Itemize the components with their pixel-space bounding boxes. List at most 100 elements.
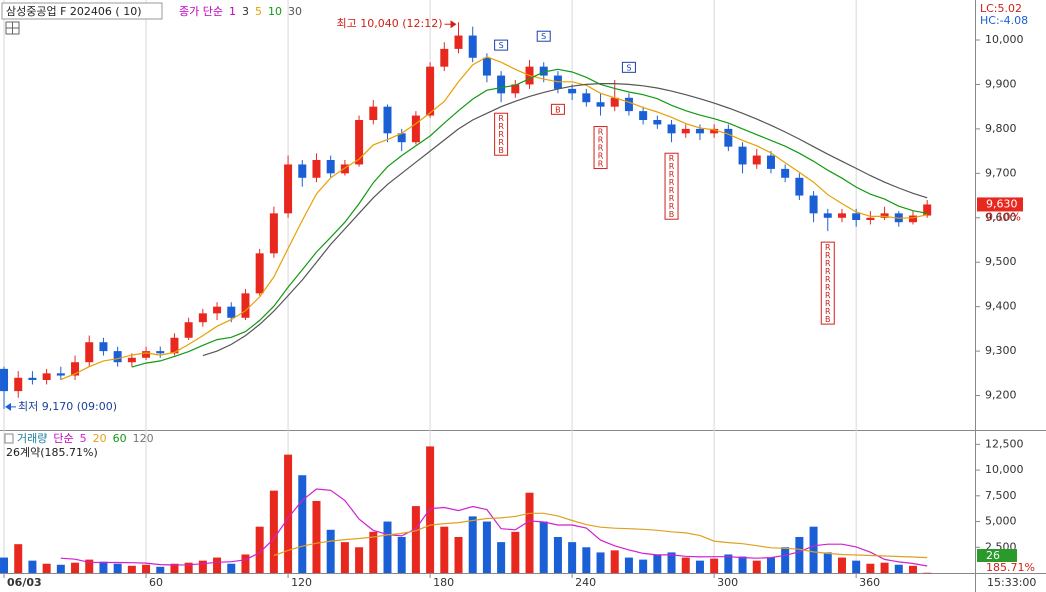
volume-bar <box>454 536 463 573</box>
signal-label: B <box>553 105 562 113</box>
signal-box <box>820 241 835 325</box>
candle-body <box>113 351 122 363</box>
y-tick-label: 9,400 <box>985 300 1017 313</box>
signal-label: RRRRRRRRRB <box>823 243 832 323</box>
candle-body <box>454 35 463 49</box>
volume-bar <box>312 500 321 573</box>
volume-bar <box>667 552 676 573</box>
signal: RRRRB <box>494 112 509 156</box>
volume-bar <box>852 560 861 573</box>
candle-body <box>497 75 506 94</box>
annotations: 최고 10,040 (12:12) 최저 9,170 (09:00) S S S RRRR… <box>5 17 835 413</box>
volume-bar <box>411 506 420 573</box>
volume-bar <box>440 526 449 573</box>
hc-label: HC:-4.08 <box>980 14 1028 27</box>
volume-bar <box>624 557 633 573</box>
volume-bar <box>809 526 818 573</box>
volume-bar <box>127 565 136 573</box>
x-tick-label: 06/03 <box>7 576 42 589</box>
time-label: 15:33:00 <box>987 576 1036 589</box>
y-tick-label: 9,800 <box>985 122 1017 135</box>
candle-body <box>738 146 747 165</box>
candle-body <box>198 313 207 323</box>
y-tick-label: 9,500 <box>985 255 1017 268</box>
x-tick-label: 180 <box>433 576 454 589</box>
volume-y-tick-label: 7,500 <box>985 489 1017 502</box>
candle-body <box>269 213 278 254</box>
legend-entry: 30 <box>288 5 302 18</box>
volume-bar <box>908 565 917 573</box>
annotation-arrowhead <box>450 20 457 29</box>
candle-body <box>56 373 65 376</box>
volume-bar <box>269 490 278 573</box>
candle-body <box>184 322 193 338</box>
candle-body <box>710 128 719 134</box>
volume-bar <box>397 536 406 573</box>
signal-box <box>494 112 509 156</box>
candle-body <box>468 35 477 58</box>
volume-bar <box>781 547 790 573</box>
volume-bar <box>553 536 562 573</box>
volume-bar <box>766 557 775 573</box>
signal-label: S <box>539 32 548 40</box>
y-tick-label: 9,600 <box>985 211 1017 224</box>
candle-body <box>610 97 619 107</box>
volume-bar <box>639 559 648 573</box>
candle-body <box>624 97 633 112</box>
volume-bar <box>56 564 65 573</box>
x-tick-label: 360 <box>859 576 880 589</box>
signal-box <box>550 103 565 115</box>
volume-bar <box>284 454 293 573</box>
signal: S <box>536 30 551 42</box>
candle-body <box>582 93 591 103</box>
x-tick-label: 300 <box>717 576 738 589</box>
candle-body <box>312 160 321 178</box>
volume-bar <box>113 563 122 573</box>
volume-bar <box>0 557 9 573</box>
volume-bar <box>71 562 80 573</box>
volume-bar <box>85 559 94 573</box>
volume-bar <box>653 554 662 573</box>
candle-body <box>539 66 548 76</box>
change-label: 0.10% <box>986 210 1021 223</box>
last-price-box <box>977 197 1023 212</box>
candle-body <box>170 337 179 354</box>
x-tick-label: 60 <box>149 576 163 589</box>
candle-body <box>511 84 520 94</box>
volume-pane <box>0 446 932 574</box>
ma-line <box>60 56 928 381</box>
signal-label: S <box>624 63 633 71</box>
axes: 06/03 60 120 180 240 300 3609,2009,3009,4009,5… <box>3 2 1036 589</box>
volume-bar <box>681 557 690 573</box>
volume-bar <box>213 557 222 573</box>
volume-bar <box>99 561 108 573</box>
candle-body <box>568 88 577 94</box>
volume-bar <box>568 542 577 573</box>
legend-label: 종가 단순 <box>179 5 223 18</box>
signal-box <box>494 39 509 51</box>
candle-body <box>908 215 917 223</box>
candle-body <box>355 120 364 165</box>
signal: RRRRRRRRRB <box>820 241 835 325</box>
volume-bar <box>198 560 207 573</box>
candle-body <box>71 362 80 376</box>
volume-bar <box>482 521 491 573</box>
lc-label: LC:5.02 <box>980 2 1022 15</box>
candle-body <box>880 213 889 218</box>
candle-body <box>440 48 449 67</box>
last-volume-label: 26 <box>986 549 1000 562</box>
volume-bar <box>42 563 51 573</box>
candle-body <box>0 368 9 392</box>
x-tick-label: 240 <box>575 576 596 589</box>
signal-label: S <box>497 41 506 49</box>
candle-body <box>766 155 775 169</box>
x-tick-label: 120 <box>291 576 312 589</box>
volume-bar <box>170 563 179 573</box>
candle-body <box>923 204 932 216</box>
volume-bar <box>752 560 761 573</box>
candle-body <box>142 351 151 358</box>
ma-lines <box>60 56 928 567</box>
y-tick-label: 9,300 <box>985 344 1017 357</box>
candle-body <box>667 124 676 134</box>
